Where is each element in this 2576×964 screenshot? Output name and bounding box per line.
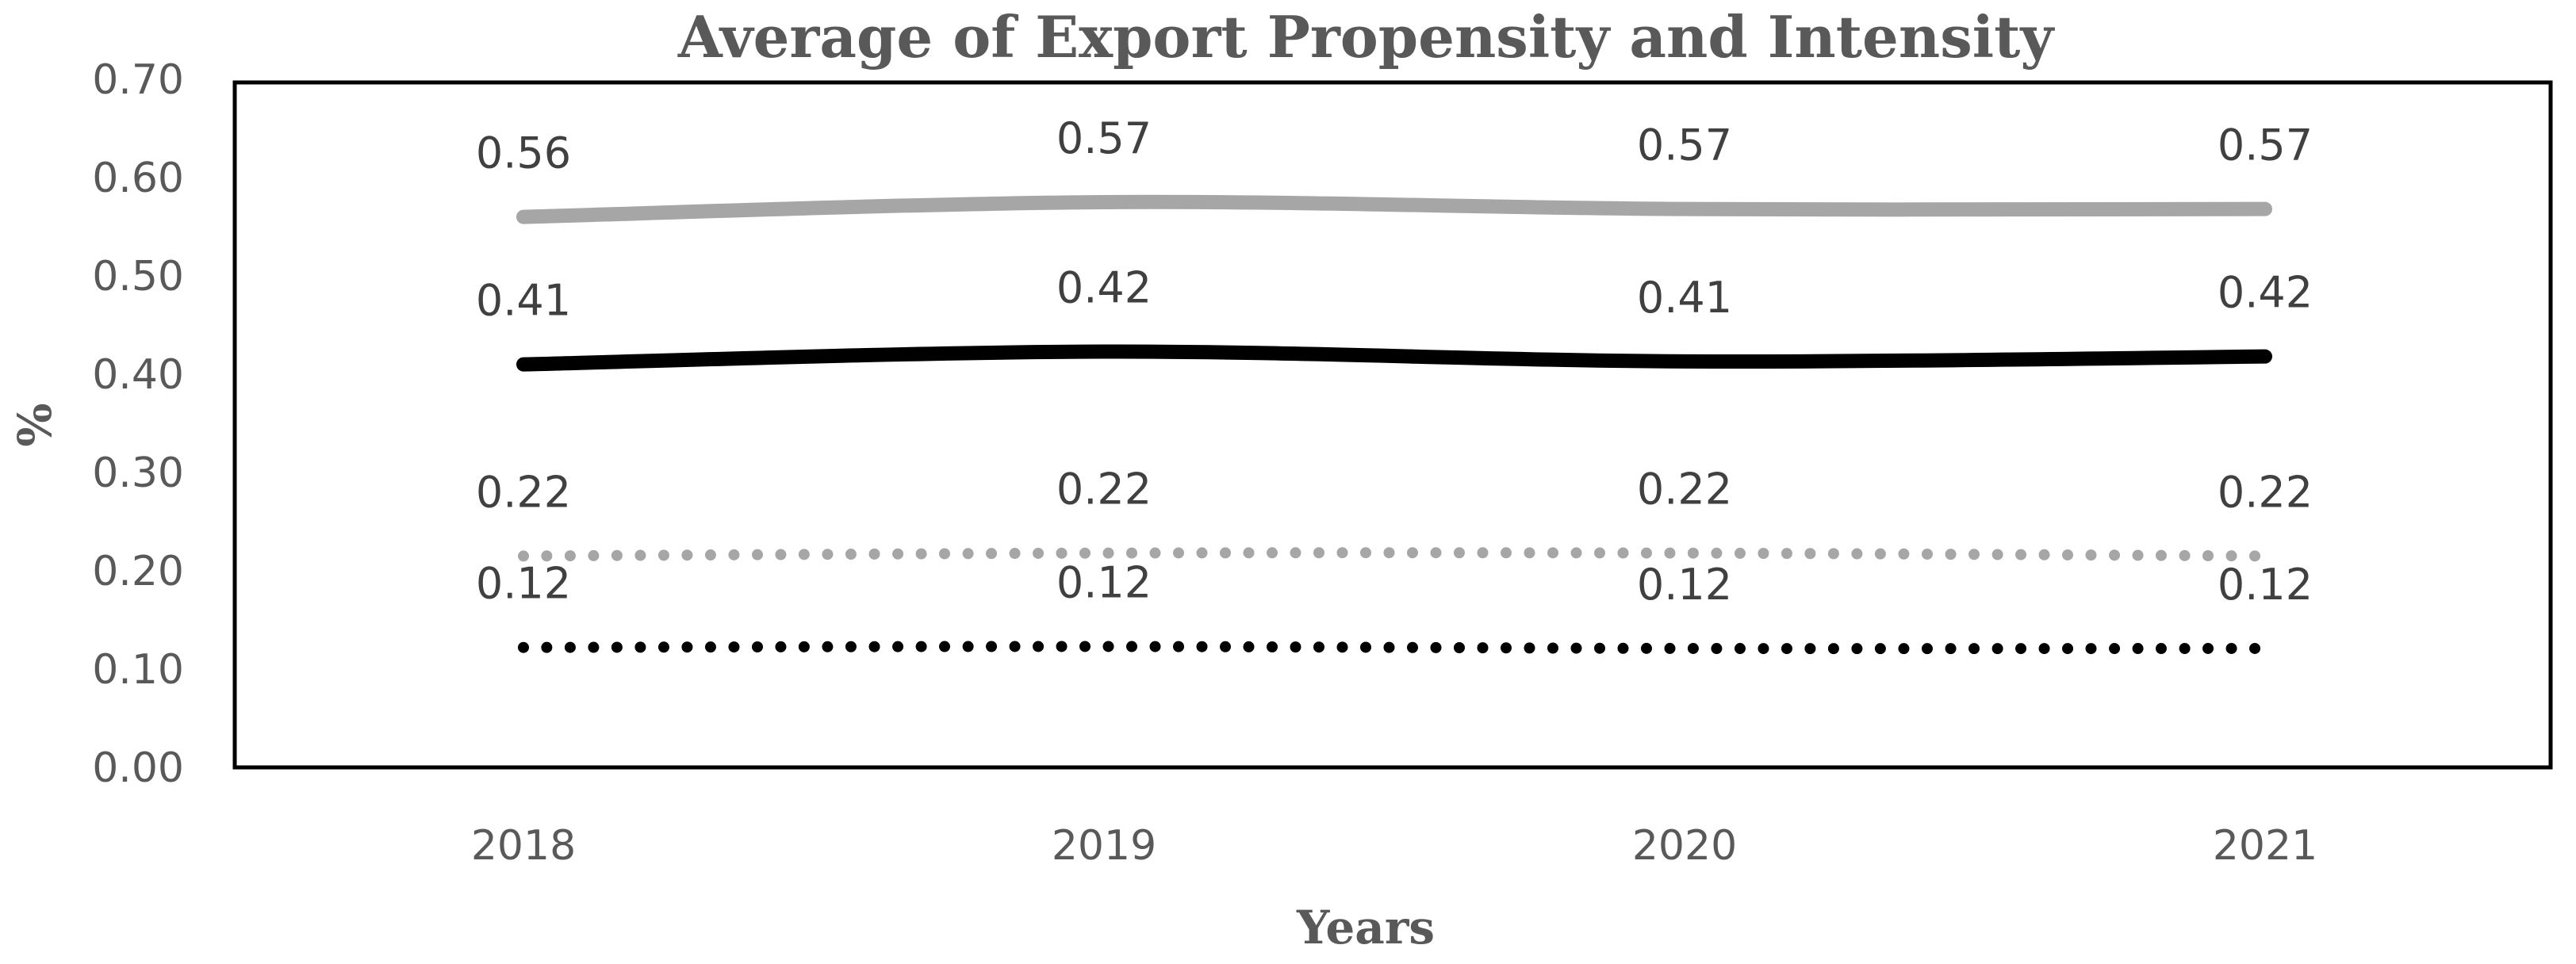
y-tick-label: 0.60 (92, 155, 184, 202)
x-tick-label: 2018 (471, 822, 576, 870)
data-label: 0.56 (476, 128, 571, 178)
y-axis-title: % (8, 403, 62, 446)
data-label: 0.12 (2218, 560, 2313, 610)
y-tick-label: 0.40 (92, 351, 184, 399)
data-label: 0.57 (1056, 113, 1152, 163)
x-tick-label: 2019 (1052, 822, 1156, 870)
data-label: 0.12 (1056, 557, 1152, 607)
y-tick-label: 0.50 (92, 253, 184, 300)
data-labels: 0.56 0.57 0.57 0.57 0.41 0.42 0.41 0.42 0.22 0.22… (476, 113, 2313, 610)
series-lines (516, 194, 2272, 655)
data-label: 0.41 (1637, 273, 1732, 323)
data-label: 0.41 (476, 276, 571, 326)
data-label: 0.22 (476, 467, 571, 517)
y-tick-label: 0.10 (92, 646, 184, 694)
series-line-series-gray-dotted (518, 547, 2271, 562)
data-label: 0.42 (2218, 268, 2313, 318)
data-label: 0.12 (476, 559, 571, 609)
y-axis-ticks: 0.00 0.10 0.20 0.30 0.40 0.50 0.60 0.70 (92, 56, 184, 792)
data-label: 0.57 (1637, 120, 1732, 170)
x-tick-label: 2021 (2213, 822, 2317, 870)
series-line-series-black-solid (516, 344, 2272, 372)
data-label: 0.22 (2218, 467, 2313, 517)
x-tick-label: 2020 (1632, 822, 1737, 870)
data-label: 0.22 (1637, 465, 1732, 515)
y-tick-label: 0.00 (92, 744, 184, 792)
chart-title: Average of Export Propensity and Intensi… (677, 3, 2056, 71)
x-axis-ticks: 2018 2019 2020 2021 (471, 822, 2317, 870)
data-label: 0.12 (1637, 560, 1732, 610)
series-line-series-gray-solid (516, 194, 2272, 224)
y-tick-label: 0.30 (92, 449, 184, 497)
series-line-series-black-dotted (518, 641, 2271, 655)
data-label: 0.57 (2218, 120, 2313, 170)
plot-area-border (232, 80, 2553, 770)
y-tick-label: 0.70 (92, 56, 184, 104)
x-axis-title: Years (1296, 901, 1435, 954)
y-tick-label: 0.20 (92, 548, 184, 595)
data-label: 0.22 (1056, 465, 1152, 515)
data-label: 0.42 (1056, 262, 1152, 312)
